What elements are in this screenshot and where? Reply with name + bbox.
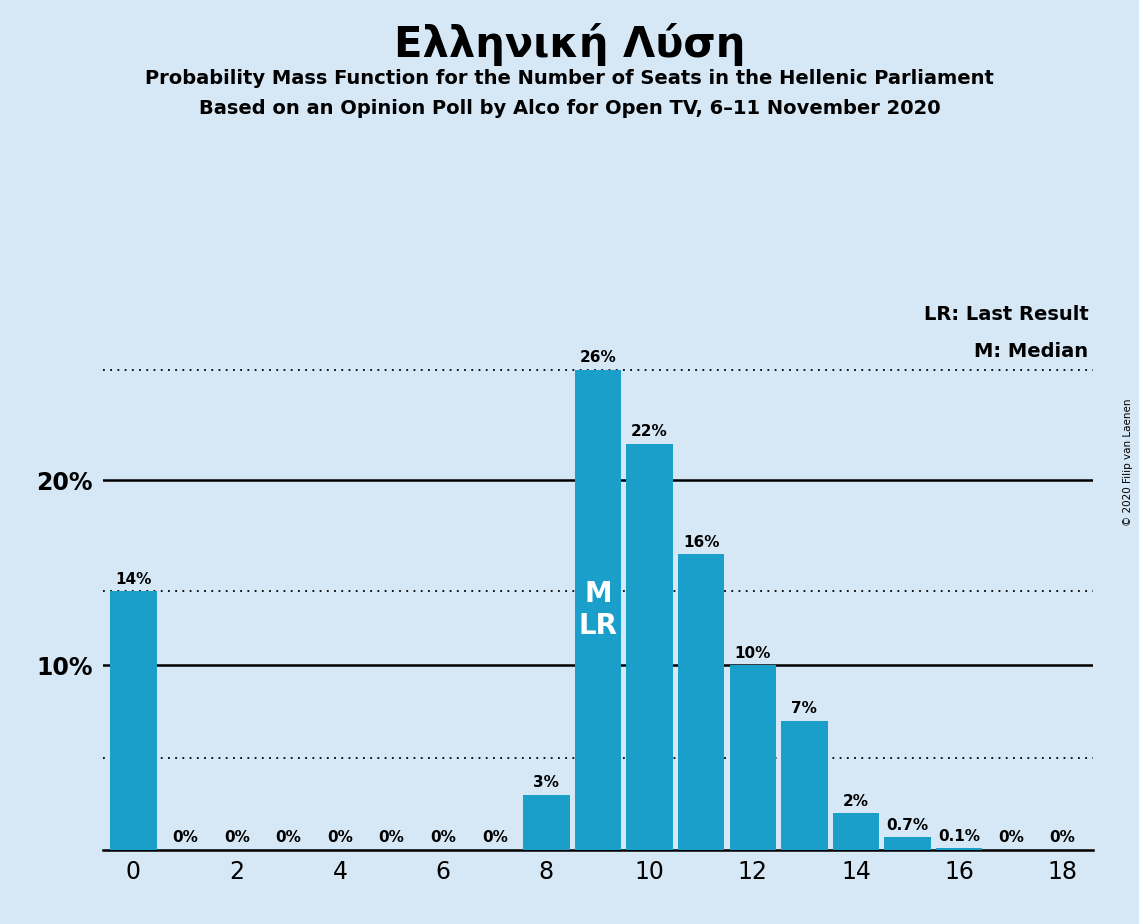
Bar — [110, 591, 157, 850]
Bar — [523, 795, 570, 850]
Text: 0.7%: 0.7% — [886, 818, 928, 833]
Text: M
LR: M LR — [579, 579, 617, 640]
Text: Probability Mass Function for the Number of Seats in the Hellenic Parliament: Probability Mass Function for the Number… — [145, 69, 994, 89]
Bar — [626, 444, 673, 850]
Text: 0%: 0% — [276, 831, 301, 845]
Text: 3%: 3% — [533, 775, 559, 790]
Text: 0%: 0% — [327, 831, 353, 845]
Text: 0.1%: 0.1% — [939, 829, 981, 844]
Bar — [730, 665, 776, 850]
Text: 16%: 16% — [683, 535, 720, 550]
Text: 26%: 26% — [580, 350, 616, 365]
Text: M: Median: M: Median — [974, 342, 1088, 361]
Text: 0%: 0% — [1049, 831, 1075, 845]
Bar — [575, 370, 621, 850]
Text: 2%: 2% — [843, 794, 869, 808]
Bar — [884, 837, 931, 850]
Text: 14%: 14% — [115, 572, 151, 587]
Text: © 2020 Filip van Laenen: © 2020 Filip van Laenen — [1123, 398, 1133, 526]
Text: 0%: 0% — [378, 831, 404, 845]
Text: 0%: 0% — [431, 831, 456, 845]
Text: 0%: 0% — [223, 831, 249, 845]
Text: LR: Last Result: LR: Last Result — [924, 305, 1088, 324]
Text: 0%: 0% — [172, 831, 198, 845]
Text: Ελληνική Λύση: Ελληνική Λύση — [394, 23, 745, 67]
Bar — [833, 813, 879, 850]
Text: 0%: 0% — [998, 831, 1024, 845]
Bar — [678, 554, 724, 850]
Text: 10%: 10% — [735, 646, 771, 661]
Text: 7%: 7% — [792, 701, 818, 716]
Text: 22%: 22% — [631, 424, 667, 439]
Text: 0%: 0% — [482, 831, 508, 845]
Text: Based on an Opinion Poll by Alco for Open TV, 6–11 November 2020: Based on an Opinion Poll by Alco for Ope… — [198, 99, 941, 118]
Bar — [781, 721, 828, 850]
Bar — [936, 848, 983, 850]
